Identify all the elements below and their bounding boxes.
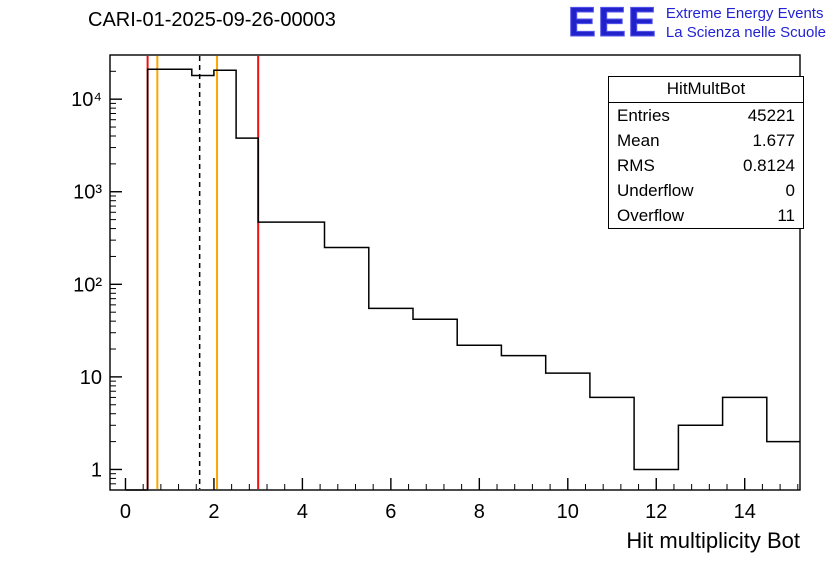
stats-row-label: Overflow xyxy=(617,205,685,225)
stats-row: Mean 1.677 xyxy=(609,128,803,153)
stats-row-label: RMS xyxy=(617,155,655,175)
x-tick-label: 0 xyxy=(120,501,131,523)
stats-row: RMS 0.8124 xyxy=(609,153,803,178)
x-tick-label: 14 xyxy=(734,501,756,523)
stats-row-value: 45221 xyxy=(747,105,795,125)
histogram-line xyxy=(125,68,800,491)
stats-rows: Entries 45221 Mean 1.677 RMS 0.8124 Underflow 0… xyxy=(609,103,803,228)
logo-tagline-1: Extreme Energy Events xyxy=(665,5,824,22)
x-tick-label: 6 xyxy=(385,501,396,523)
stats-box-title: HitMultBot xyxy=(609,77,803,103)
x-tick-label: 10 xyxy=(557,501,579,523)
x-axis-labels: 0 2 4 6 8 10 12 14 xyxy=(120,501,756,523)
stats-box: HitMultBot Entries 45221 Mean 1.677 RMS 0.812… xyxy=(608,76,804,229)
x-tick-label: 2 xyxy=(208,501,219,523)
x-axis-title: Hit multiplicity Bot xyxy=(626,528,800,553)
y-tick-label: 10² xyxy=(73,274,102,296)
stats-row: Entries 45221 xyxy=(609,103,803,128)
y-axis-ticks xyxy=(110,54,122,491)
stats-row: Underflow 0 xyxy=(609,178,803,203)
eee-logo-acronym: EEE xyxy=(567,0,658,45)
logo-tagline-2: La Scienza nelle Scuole xyxy=(665,24,826,41)
stats-row-value: 0 xyxy=(785,180,795,200)
stats-row-value: 0.8124 xyxy=(743,155,795,175)
x-tick-label: 4 xyxy=(297,501,308,523)
x-tick-label: 8 xyxy=(474,501,485,523)
y-tick-label: 10 xyxy=(80,367,102,389)
y-tick-label: 10⁴ xyxy=(71,89,102,111)
stats-row-label: Mean xyxy=(617,130,660,150)
stats-row-value: 11 xyxy=(777,205,795,225)
stats-row-label: Underflow xyxy=(617,180,694,200)
stats-row-label: Entries xyxy=(617,105,670,125)
stats-row: Overflow 11 xyxy=(609,203,803,228)
x-axis-ticks xyxy=(124,478,799,490)
stats-row-value: 1.677 xyxy=(752,130,795,150)
y-tick-label: 10³ xyxy=(73,182,102,204)
eee-logo: EEE Extreme Energy Events La Scienza nel… xyxy=(567,0,826,45)
eee-logo-taglines: Extreme Energy Events La Scienza nelle S… xyxy=(666,4,826,42)
marker-lines xyxy=(146,56,260,489)
page-title: CARI-01-2025-09-26-00003 xyxy=(88,9,336,31)
x-tick-label: 12 xyxy=(645,501,667,523)
plot-frame xyxy=(109,54,801,491)
y-axis-labels: 1 10 10² 10³ 10⁴ xyxy=(71,89,102,481)
y-tick-label: 1 xyxy=(91,459,102,481)
